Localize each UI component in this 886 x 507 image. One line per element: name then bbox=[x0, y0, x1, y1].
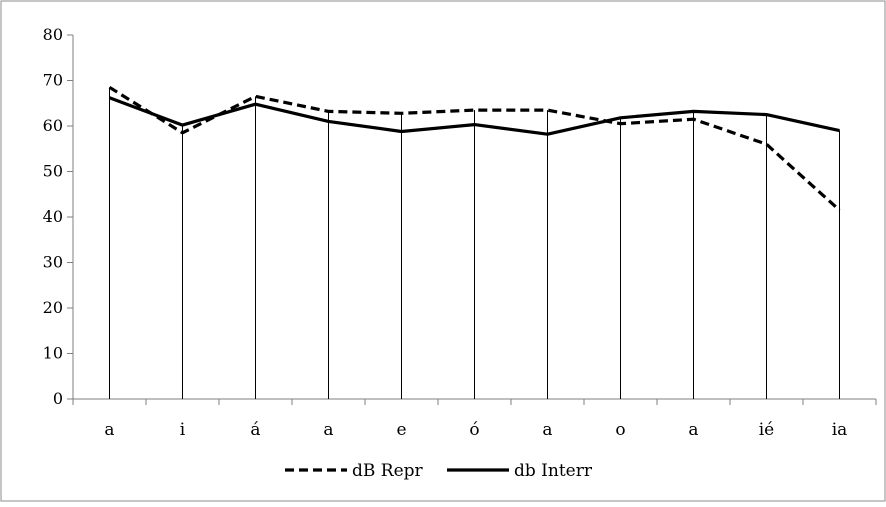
legend-label: db Interr bbox=[514, 461, 593, 481]
y-tick-label: 40 bbox=[43, 207, 63, 226]
x-tick-label: ó bbox=[469, 420, 479, 440]
y-tick-label: 60 bbox=[43, 116, 63, 135]
x-tick-label: a bbox=[323, 420, 333, 440]
x-tick-label: a bbox=[688, 420, 698, 440]
x-tick-label: á bbox=[250, 420, 260, 440]
x-tick-label: e bbox=[396, 420, 406, 440]
y-tick-label: 30 bbox=[43, 253, 63, 272]
y-tick-label: 20 bbox=[43, 298, 63, 317]
x-tick-label: i bbox=[180, 420, 186, 440]
x-tick-label: a bbox=[104, 420, 114, 440]
x-tick-label: o bbox=[615, 420, 625, 440]
y-tick-label: 0 bbox=[53, 389, 63, 408]
x-tick-label: ia bbox=[832, 420, 848, 440]
y-tick-label: 10 bbox=[43, 344, 63, 363]
legend-label: dB Repr bbox=[352, 461, 424, 481]
y-tick-label: 80 bbox=[43, 25, 63, 44]
x-tick-label: ié bbox=[759, 420, 775, 440]
x-tick-label: a bbox=[542, 420, 552, 440]
y-tick-label: 50 bbox=[43, 162, 63, 181]
y-tick-label: 70 bbox=[43, 71, 63, 90]
